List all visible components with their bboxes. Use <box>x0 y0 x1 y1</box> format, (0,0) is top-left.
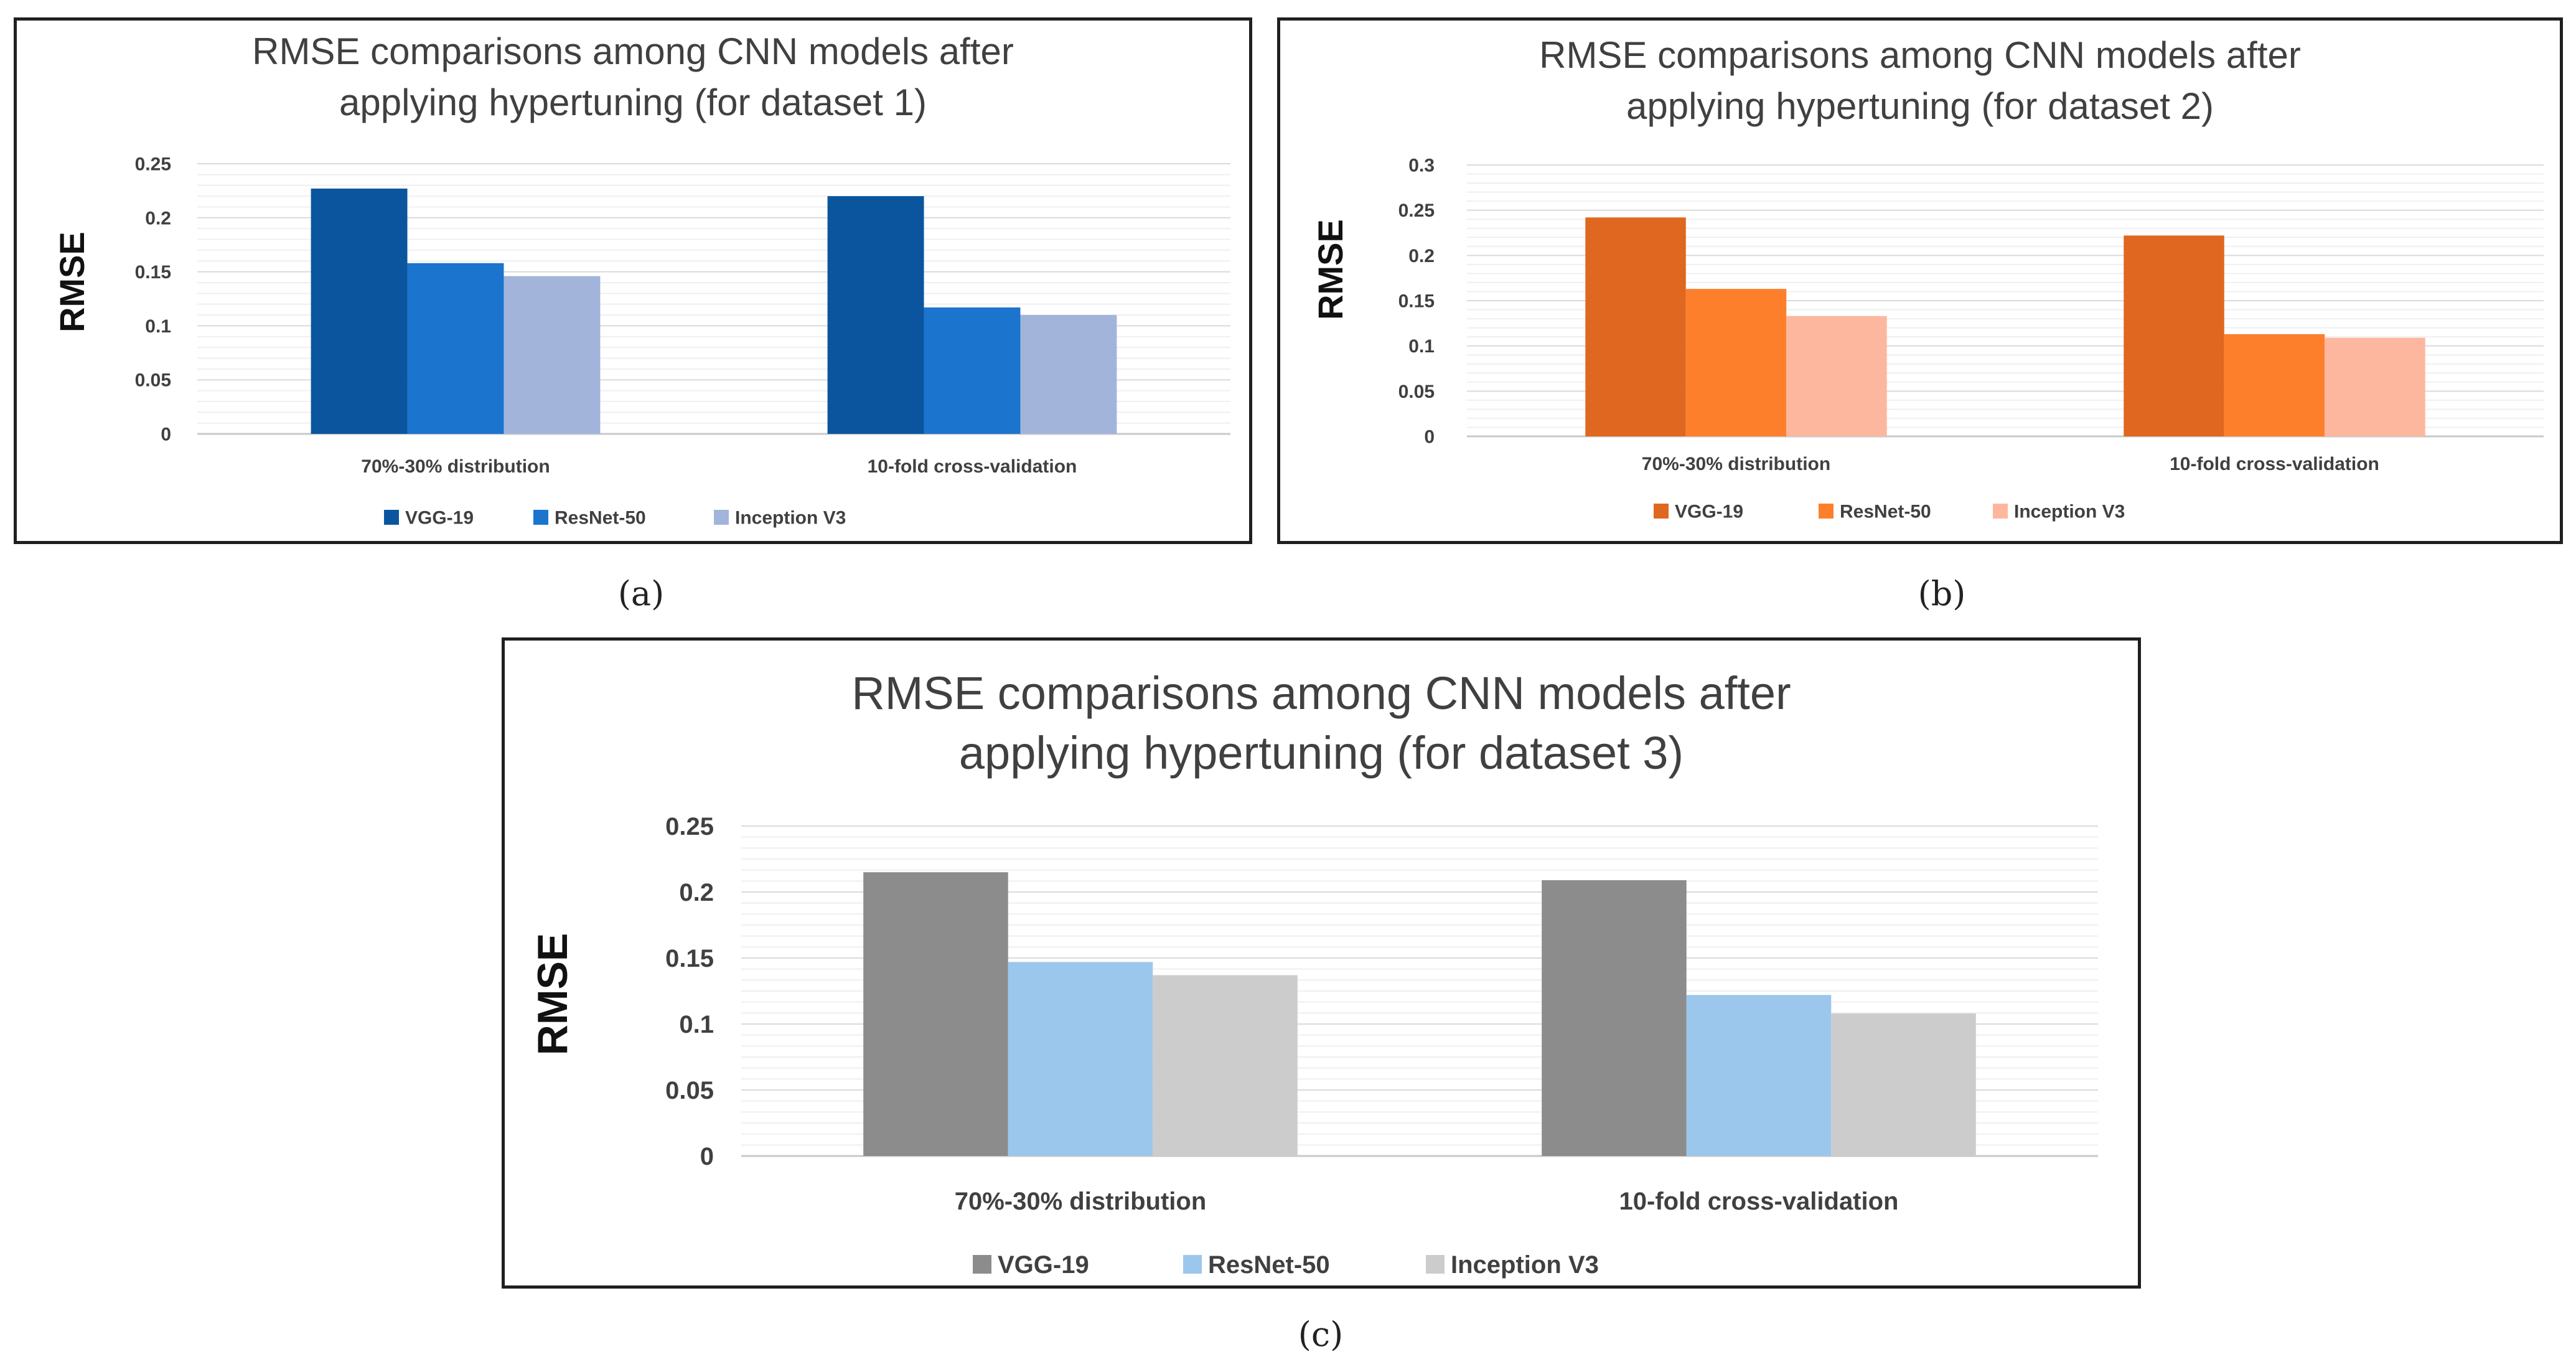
chart-b-y-tick-label: 0.25 <box>1398 200 1435 221</box>
chart-b-x-category-label: 70%-30% distribution <box>1642 454 1830 474</box>
chart-c-y-tick-label: 0.25 <box>665 813 714 840</box>
chart-c-legend-label: VGG-19 <box>998 1251 1089 1279</box>
chart-a-title-line: RMSE comparisons among CNN models after <box>252 31 1014 72</box>
chart-c-y-axis-label: RMSE <box>529 933 576 1055</box>
chart-b-legend-label: ResNet-50 <box>1840 502 1931 522</box>
chart-a-y-tick-label: 0.1 <box>145 316 171 337</box>
chart-b-legend-swatch <box>1819 504 1834 519</box>
chart-a-bar-inception-v3 <box>1020 315 1117 434</box>
chart-c-bar-vgg-19 <box>1542 880 1687 1156</box>
chart-b-legend-swatch <box>1654 504 1669 519</box>
chart-c-bar-inception-v3 <box>1831 1013 1976 1156</box>
chart-b-title-line: applying hypertuning (for dataset 2) <box>1626 85 2214 127</box>
chart-c-y-tick-label: 0.1 <box>679 1011 714 1038</box>
chart-c-y-tick-label: 0 <box>700 1143 714 1170</box>
chart-a-legend-swatch <box>533 510 548 525</box>
chart-b-y-tick-label: 0.15 <box>1398 291 1435 312</box>
chart-a-y-axis-label: RMSE <box>52 232 91 332</box>
chart-b-y-tick-label: 0.3 <box>1408 156 1435 176</box>
chart-a-y-tick-label: 0.15 <box>135 262 171 283</box>
chart-a-bar-vgg-19 <box>311 188 408 434</box>
chart-panel-b: RMSE comparisons among CNN models after a… <box>1277 17 2563 544</box>
chart-panel-a: RMSE comparisons among CNN models after a… <box>14 17 1252 544</box>
chart-c-bar-resnet-50 <box>1008 962 1153 1156</box>
chart-a-legend-label: VGG-19 <box>405 508 474 529</box>
chart-a-bar-resnet-50 <box>924 307 1021 434</box>
chart-a-y-tick-label: 0 <box>161 425 171 445</box>
chart-c-legend-swatch <box>1426 1255 1445 1274</box>
chart-c-y-tick-label: 0.15 <box>665 945 714 972</box>
chart-b-x-category-label: 10-fold cross-validation <box>2170 454 2379 474</box>
chart-a-y-tick-label: 0.2 <box>145 208 171 228</box>
chart-c-bar-vgg-19 <box>863 872 1008 1156</box>
chart-a-legend-label: ResNet-50 <box>555 508 646 529</box>
chart-b-bar-resnet-50 <box>2224 334 2325 436</box>
chart-b-bar-vgg-19 <box>2124 235 2224 436</box>
chart-a-bar-vgg-19 <box>827 196 924 434</box>
chart-c-y-tick-label: 0.2 <box>679 879 714 906</box>
chart-c-x-category-label: 70%-30% distribution <box>955 1188 1207 1215</box>
chart-c-legend-label: Inception V3 <box>1451 1251 1599 1279</box>
chart-c-bar-resnet-50 <box>1686 995 1832 1156</box>
chart-a-legend-swatch <box>714 510 729 525</box>
chart-b-bar-inception-v3 <box>2325 337 2425 436</box>
chart-a-x-category-label: 10-fold cross-validation <box>868 456 1077 477</box>
chart-b-y-tick-label: 0.1 <box>1408 336 1435 357</box>
chart-b-legend-swatch <box>1993 504 2008 519</box>
chart-a-y-tick-label: 0.05 <box>135 370 171 391</box>
chart-c-y-tick-label: 0.05 <box>665 1077 714 1104</box>
chart-a-y-tick-label: 0.25 <box>135 154 171 175</box>
chart-b-bar-inception-v3 <box>1786 316 1887 436</box>
chart-b-bar-resnet-50 <box>1685 289 1787 436</box>
chart-b-y-axis-label: RMSE <box>1311 219 1350 320</box>
chart-a-bar-inception-v3 <box>503 276 601 434</box>
chart-panel-c: RMSE comparisons among CNN models after a… <box>502 637 2141 1289</box>
chart-c-legend-swatch <box>1183 1255 1202 1274</box>
chart-c-legend-swatch <box>973 1255 991 1274</box>
chart-c-bar-inception-v3 <box>1153 975 1298 1156</box>
chart-c-legend-label: ResNet-50 <box>1208 1251 1330 1279</box>
chart-b-title-line: RMSE comparisons among CNN models after <box>1539 34 2301 76</box>
chart-b-svg: RMSE comparisons among CNN models after a… <box>1311 34 2544 522</box>
chart-a-x-category-label: 70%-30% distribution <box>361 456 550 477</box>
chart-b-y-tick-label: 0 <box>1424 427 1435 448</box>
chart-a-legend-label: Inception V3 <box>735 508 846 529</box>
chart-c-svg: RMSE comparisons among CNN models after a… <box>529 667 2098 1279</box>
chart-b-legend-label: Inception V3 <box>2014 502 2125 522</box>
chart-b-legend-label: VGG-19 <box>1675 502 1743 522</box>
chart-a-svg: RMSE comparisons among CNN models after a… <box>52 31 1230 529</box>
chart-a-legend-swatch <box>384 510 399 525</box>
chart-c-title-line: RMSE comparisons among CNN models after <box>851 667 1791 719</box>
chart-c-title-line: applying hypertuning (for dataset 3) <box>959 727 1684 779</box>
caption-a: (a) <box>617 574 665 613</box>
chart-b-bar-vgg-19 <box>1585 217 1686 436</box>
caption-b: (b) <box>1918 574 1966 613</box>
chart-c-x-category-label: 10-fold cross-validation <box>1619 1188 1899 1215</box>
chart-a-bar-resnet-50 <box>407 263 504 434</box>
caption-c: (c) <box>1298 1315 1344 1354</box>
chart-b-y-tick-label: 0.2 <box>1408 246 1435 266</box>
chart-b-y-tick-label: 0.05 <box>1398 382 1435 402</box>
chart-a-title-line: applying hypertuning (for dataset 1) <box>339 82 927 123</box>
